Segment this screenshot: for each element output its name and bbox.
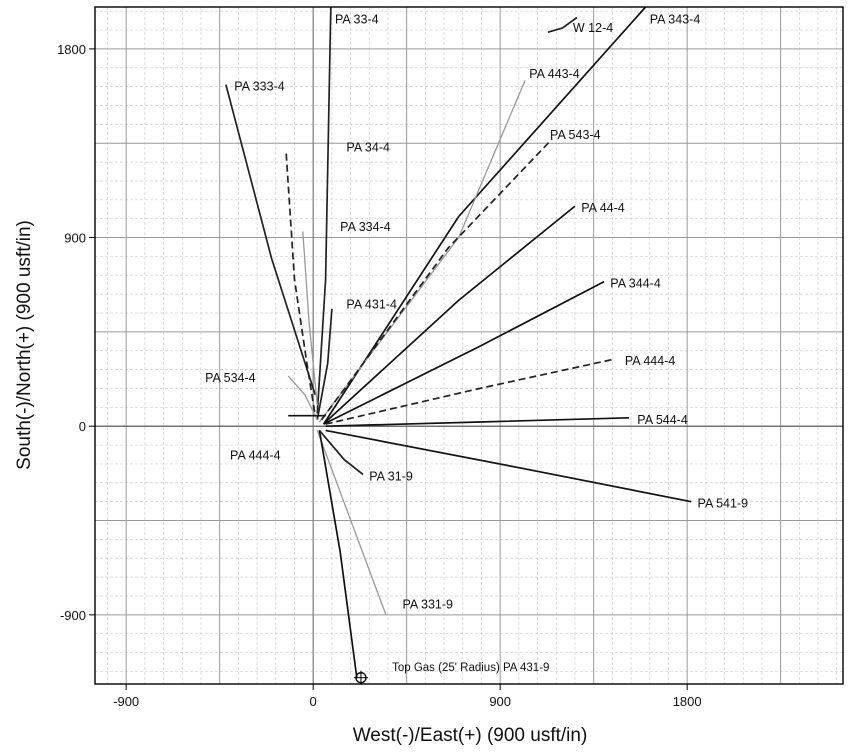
well-path-pa-44-4: [325, 205, 576, 423]
y-tick-label: 0: [79, 419, 86, 434]
well-label: PA 444-4: [625, 354, 676, 368]
y-tick-label: 1800: [57, 42, 86, 57]
well-label: PA 541-9: [698, 497, 749, 511]
well-path-pa-443-4: [318, 80, 526, 423]
well-path-pa-534-4: [287, 375, 318, 421]
well-path-pa-31-9: [318, 429, 364, 476]
well-label: PA 333-4: [234, 80, 285, 94]
well-label: W 12-4: [573, 21, 613, 35]
well-path-pa-543-4: [320, 138, 553, 421]
well-path-pa-344-4: [323, 280, 605, 425]
y-axis-title: South(-)/North(+) (900 usft/in): [14, 220, 35, 470]
well-path-pa-333-4: [225, 84, 317, 396]
target-marker: [353, 670, 368, 685]
x-tick-label: 0: [310, 694, 317, 709]
well-path-pa-431-4: [316, 308, 333, 421]
well-path-pa-541-9: [325, 429, 692, 503]
plot-frame: [94, 6, 844, 685]
well-paths: [225, 6, 692, 678]
well-path-pa-444-4: [325, 358, 615, 425]
well-path-pa-544-4: [325, 416, 630, 428]
well-path-pa-334-4: [302, 231, 318, 406]
x-tick-label: 900: [489, 694, 511, 709]
minor-grid: [95, 7, 843, 684]
well-path-pa-331-9: [316, 430, 387, 616]
well-label: PA 544-4: [637, 413, 688, 427]
well-label: PA 34-4: [346, 140, 390, 154]
well-label: PA 431-4: [346, 298, 397, 312]
well-path-w-12-4: [547, 16, 578, 34]
well-label: Top Gas (25' Radius) PA 431-9: [392, 662, 549, 674]
well-label: PA 343-4: [650, 13, 701, 27]
axis-ticks: -900 0 900 1800 -900 0 900 1800: [57, 42, 702, 709]
well-label: PA 534-4: [205, 371, 256, 385]
x-axis-title: West(-)/East(+) (900 usft/in): [353, 725, 588, 746]
well-label: PA 344-4: [610, 277, 661, 291]
well-label: PA 444-4: [230, 449, 281, 463]
y-tick-label: 900: [64, 231, 86, 246]
well-label: PA 31-9: [369, 469, 413, 483]
well-label: PA 443-4: [529, 67, 580, 81]
well-label: PA 543-4: [550, 128, 601, 142]
x-tick-label: 1800: [673, 694, 702, 709]
well-path-pa-33-4: [316, 6, 332, 414]
y-tick-label: -900: [60, 608, 86, 623]
well-label: PA 334-4: [340, 220, 391, 234]
well-path-pa-431-9: [318, 430, 358, 678]
well-path-pa-34-4: [285, 153, 317, 416]
well-label: PA 33-4: [335, 13, 379, 27]
x-tick-label: -900: [113, 694, 139, 709]
well-label: PA 44-4: [581, 201, 625, 215]
well-label: PA 331-9: [403, 597, 454, 611]
well-labels: PA 33-4 PA 343-4 W 12-4 PA 443-4 PA 333-4 PA …: [205, 13, 748, 675]
